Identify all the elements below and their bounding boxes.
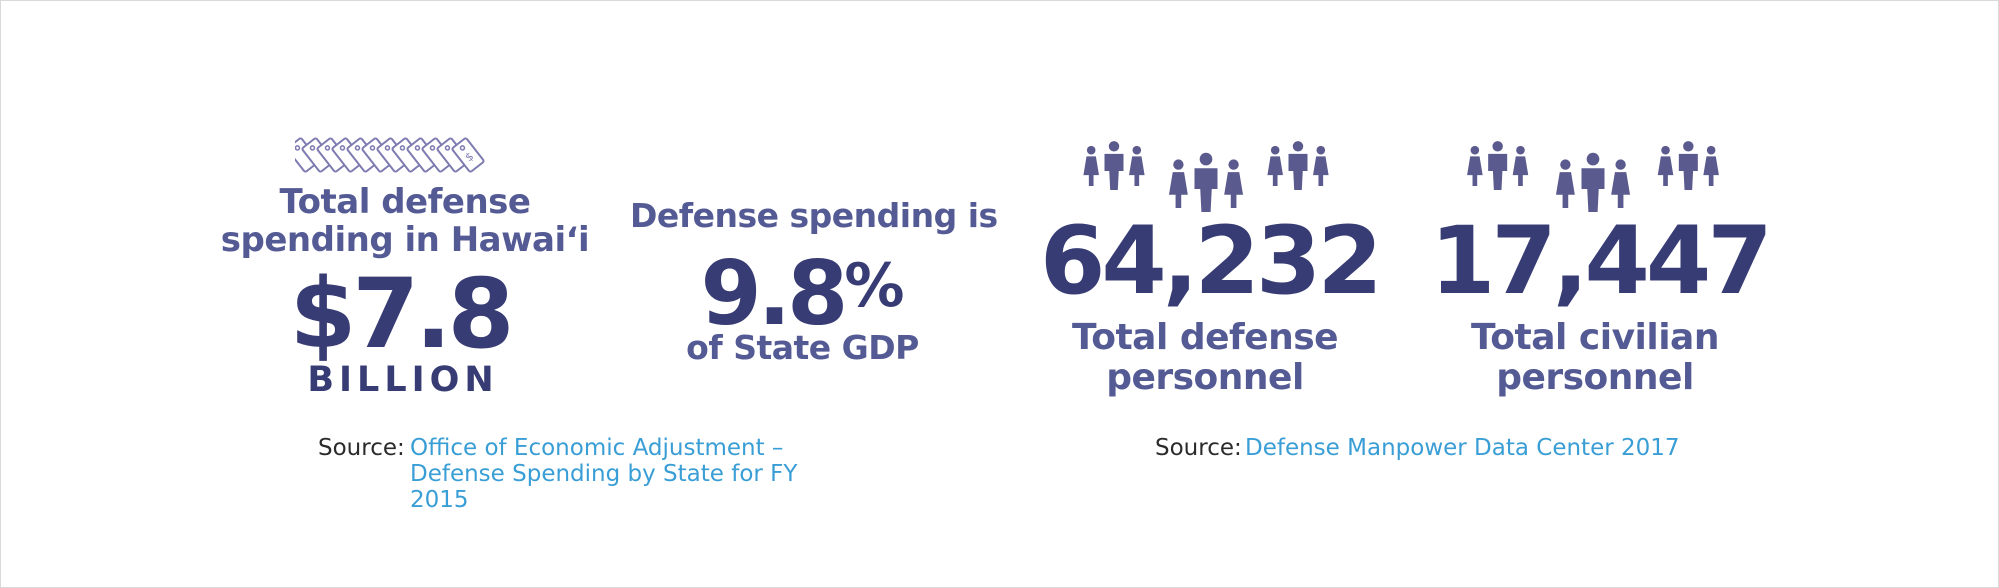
defense-personnel-label-line1: Total defense xyxy=(1071,317,1339,358)
spending-amount: $7.8 xyxy=(289,258,515,370)
gdp-value-wrap: 9.8% xyxy=(680,236,925,369)
spending-title-line2: spending in Hawai‘i xyxy=(220,220,590,261)
spending-title: Total defense spending in Hawai‘i xyxy=(210,183,600,259)
source-left-line2[interactable]: Defense Spending by State for FY 2015 xyxy=(410,460,798,513)
gdp-suffix: of State GDP xyxy=(686,328,919,367)
gdp-value: 9.8 xyxy=(700,242,848,345)
source-left-label: Source: xyxy=(318,435,405,461)
source-right-text: Defense Manpower Data Center 2017 xyxy=(1245,435,1685,461)
source-right-label: Source: xyxy=(1155,435,1242,461)
source-left-text: Office of Economic Adjustment – Defense … xyxy=(410,435,850,513)
spending-title-line1: Total defense xyxy=(279,182,531,222)
people-group-icon xyxy=(1450,130,1736,214)
civilian-personnel-value: 17,447 xyxy=(1430,207,1773,316)
defense-personnel-label-line2: personnel xyxy=(1106,357,1304,399)
defense-personnel-value: 64,232 xyxy=(1040,207,1383,316)
spending-unit: BILLION xyxy=(307,360,499,400)
gdp-prefix: Defense spending is xyxy=(630,196,998,235)
people-group-icon xyxy=(1068,130,1344,214)
gdp-percent-sign: % xyxy=(844,251,905,321)
civilian-personnel-label: Total civilian personnel xyxy=(1430,317,1760,399)
source-right-line1[interactable]: Defense Manpower Data Center 2017 xyxy=(1245,435,1680,461)
civilian-personnel-label-line1: Total civilian xyxy=(1471,317,1719,358)
dollar-tags-icon: $ xyxy=(295,130,515,180)
civilian-personnel-label-line2: personnel xyxy=(1496,357,1694,399)
source-left-line1[interactable]: Office of Economic Adjustment – xyxy=(410,435,784,461)
defense-personnel-label: Total defense personnel xyxy=(1040,317,1370,399)
